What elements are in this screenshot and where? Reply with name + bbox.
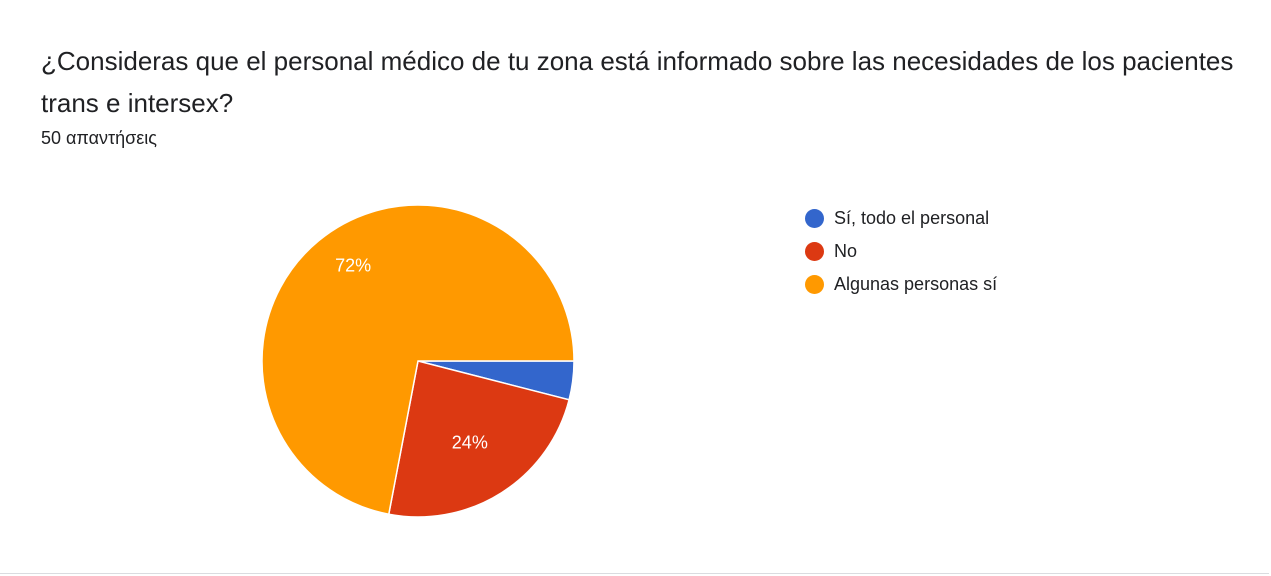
legend-swatch-icon [805, 275, 824, 294]
pie-data-label-1: 24% [452, 433, 488, 453]
legend-label: Algunas personas sí [834, 274, 998, 294]
chart-legend: Sí, todo el personal No Algunas personas s… [805, 202, 997, 301]
legend-label: No [834, 241, 858, 261]
legend-item-0[interactable]: Sí, todo el personal [805, 202, 997, 235]
legend-item-1[interactable]: No [805, 235, 997, 268]
legend-item-2[interactable]: Algunas personas sí [805, 268, 997, 301]
pie-data-label-2: 72% [335, 256, 371, 276]
legend-swatch-icon [805, 209, 824, 228]
question-title: ¿Consideras que el personal médico de tu… [41, 46, 1234, 118]
pie-slice-2[interactable] [261, 204, 575, 516]
response-count: 50 απαντήσεις [41, 128, 157, 148]
legend-swatch-icon [805, 242, 824, 261]
legend-label: Sí, todo el personal [834, 208, 990, 228]
pie-slice-1[interactable] [387, 360, 571, 518]
